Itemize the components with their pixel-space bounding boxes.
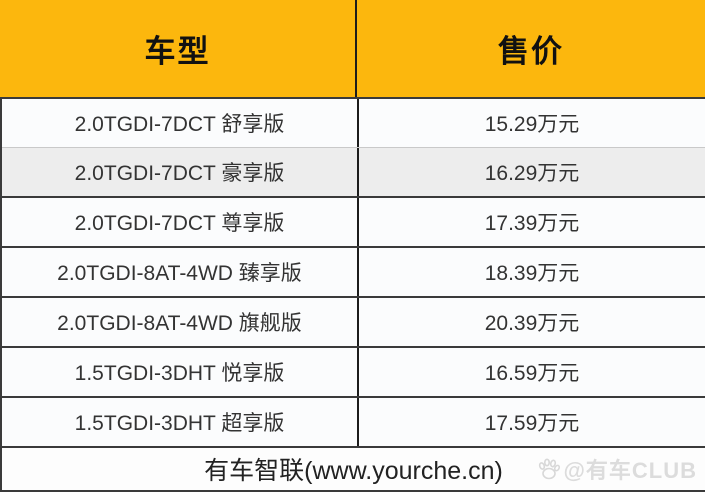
table-row: 2.0TGDI-7DCT 豪享版 16.29万元 bbox=[2, 148, 705, 198]
header-cell-model: 车型 bbox=[144, 34, 211, 69]
table-row: 1.5TGDI-3DHT 悦享版 16.59万元 bbox=[2, 348, 705, 398]
price-cell: 18.39万元 bbox=[357, 248, 705, 296]
model-cell: 2.0TGDI-8AT-4WD 旗舰版 bbox=[57, 312, 302, 335]
table-row: 2.0TGDI-7DCT 尊享版 17.39万元 bbox=[2, 198, 705, 248]
watermark-text: @有车CLUB bbox=[563, 458, 697, 483]
model-cell: 2.0TGDI-7DCT 舒享版 bbox=[74, 113, 285, 136]
price-cell: 15.29万元 bbox=[357, 99, 705, 147]
table-body: 2.0TGDI-7DCT 舒享版 15.29万元 2.0TGDI-7DCT 豪享… bbox=[0, 97, 705, 448]
model-cell: 2.0TGDI-7DCT 豪享版 bbox=[74, 162, 285, 185]
table-row: 2.0TGDI-8AT-4WD 臻享版 18.39万元 bbox=[2, 248, 705, 298]
price-cell: 17.59万元 bbox=[357, 398, 705, 446]
price-cell: 16.29万元 bbox=[357, 148, 705, 196]
table-row: 1.5TGDI-3DHT 超享版 17.59万元 bbox=[2, 398, 705, 448]
baidu-paw-icon bbox=[539, 458, 561, 480]
header-cell-price: 售价 bbox=[355, 0, 705, 97]
price-table: 车型 售价 2.0TGDI-7DCT 舒享版 15.29万元 2.0TGDI-7… bbox=[0, 0, 705, 492]
price-cell: 17.39万元 bbox=[357, 198, 705, 246]
table-row: 2.0TGDI-8AT-4WD 旗舰版 20.39万元 bbox=[2, 298, 705, 348]
model-cell: 1.5TGDI-3DHT 悦享版 bbox=[74, 362, 285, 385]
watermark: @有车CLUB bbox=[537, 453, 697, 485]
model-cell: 1.5TGDI-3DHT 超享版 bbox=[74, 412, 285, 435]
price-cell: 20.39万元 bbox=[357, 298, 705, 346]
table-header-row: 车型 售价 bbox=[0, 0, 705, 97]
table-row: 2.0TGDI-7DCT 舒享版 15.29万元 bbox=[2, 99, 705, 148]
table-footer: 有车智联(www.yourche.cn) @有车CLUB bbox=[0, 448, 705, 492]
model-cell: 2.0TGDI-8AT-4WD 臻享版 bbox=[57, 262, 302, 285]
footer-source-text: 有车智联(www.yourche.cn) bbox=[204, 457, 503, 485]
price-cell: 16.59万元 bbox=[357, 348, 705, 396]
model-cell: 2.0TGDI-7DCT 尊享版 bbox=[74, 212, 285, 235]
